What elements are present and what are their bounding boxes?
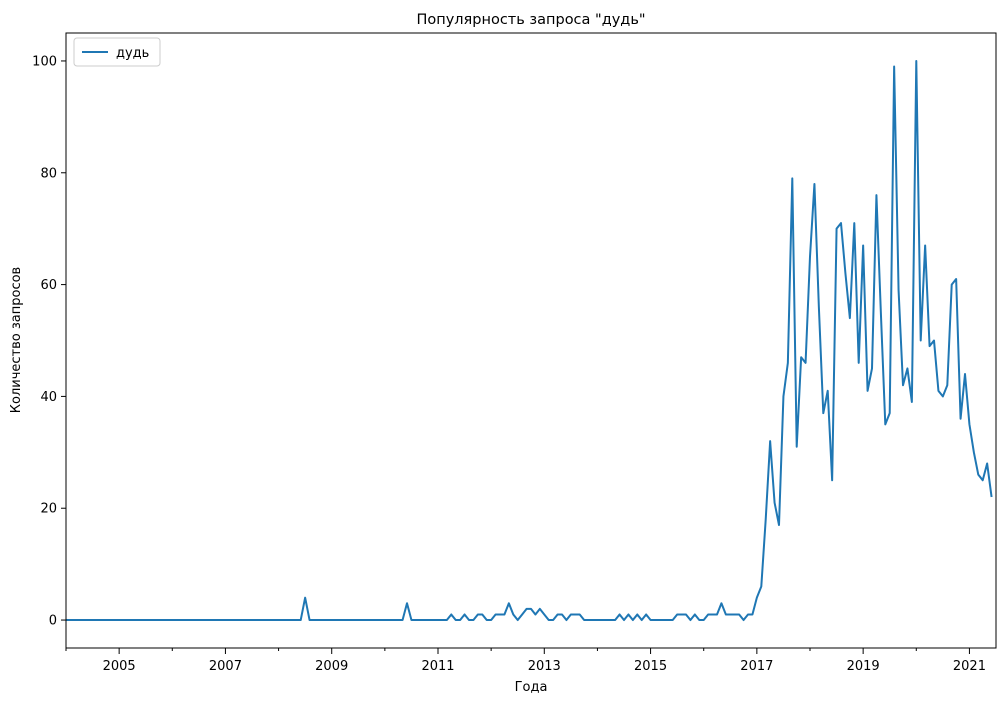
x-tick-label: 2011 [421, 659, 454, 674]
series-line-dud [66, 59, 993, 622]
y-tick-label: 60 [40, 278, 57, 293]
y-axis-ticks: 0 20 40 60 80 100 [32, 54, 66, 629]
x-axis-label: Года [515, 680, 548, 695]
x-tick-label: 2015 [634, 659, 667, 674]
x-tick-label: 2019 [847, 659, 880, 674]
chart-title: Популярность запроса "дудь" [416, 12, 645, 28]
x-tick-label: 2009 [315, 659, 348, 674]
y-tick-label: 100 [32, 54, 57, 69]
legend-box [73, 37, 161, 67]
y-tick-label: 80 [40, 166, 57, 181]
y-tick-label: 40 [40, 390, 57, 405]
legend-label: дудь [116, 46, 149, 61]
y-tick-label: 20 [40, 502, 57, 517]
x-tick-label: 2007 [209, 659, 242, 674]
x-tick-label: 2021 [953, 659, 986, 674]
x-tick-label: 2017 [740, 659, 773, 674]
x-tick-label: 2005 [103, 659, 136, 674]
x-axis-ticks: 2005 2007 2009 2011 2013 2015 2017 2019 2021 [103, 648, 986, 674]
legend: дудь [73, 37, 161, 67]
plot-frame [65, 32, 997, 649]
y-tick-label: 0 [49, 614, 57, 629]
y-axis-label: Количество запросов [9, 267, 24, 413]
x-tick-label: 2013 [528, 659, 561, 674]
